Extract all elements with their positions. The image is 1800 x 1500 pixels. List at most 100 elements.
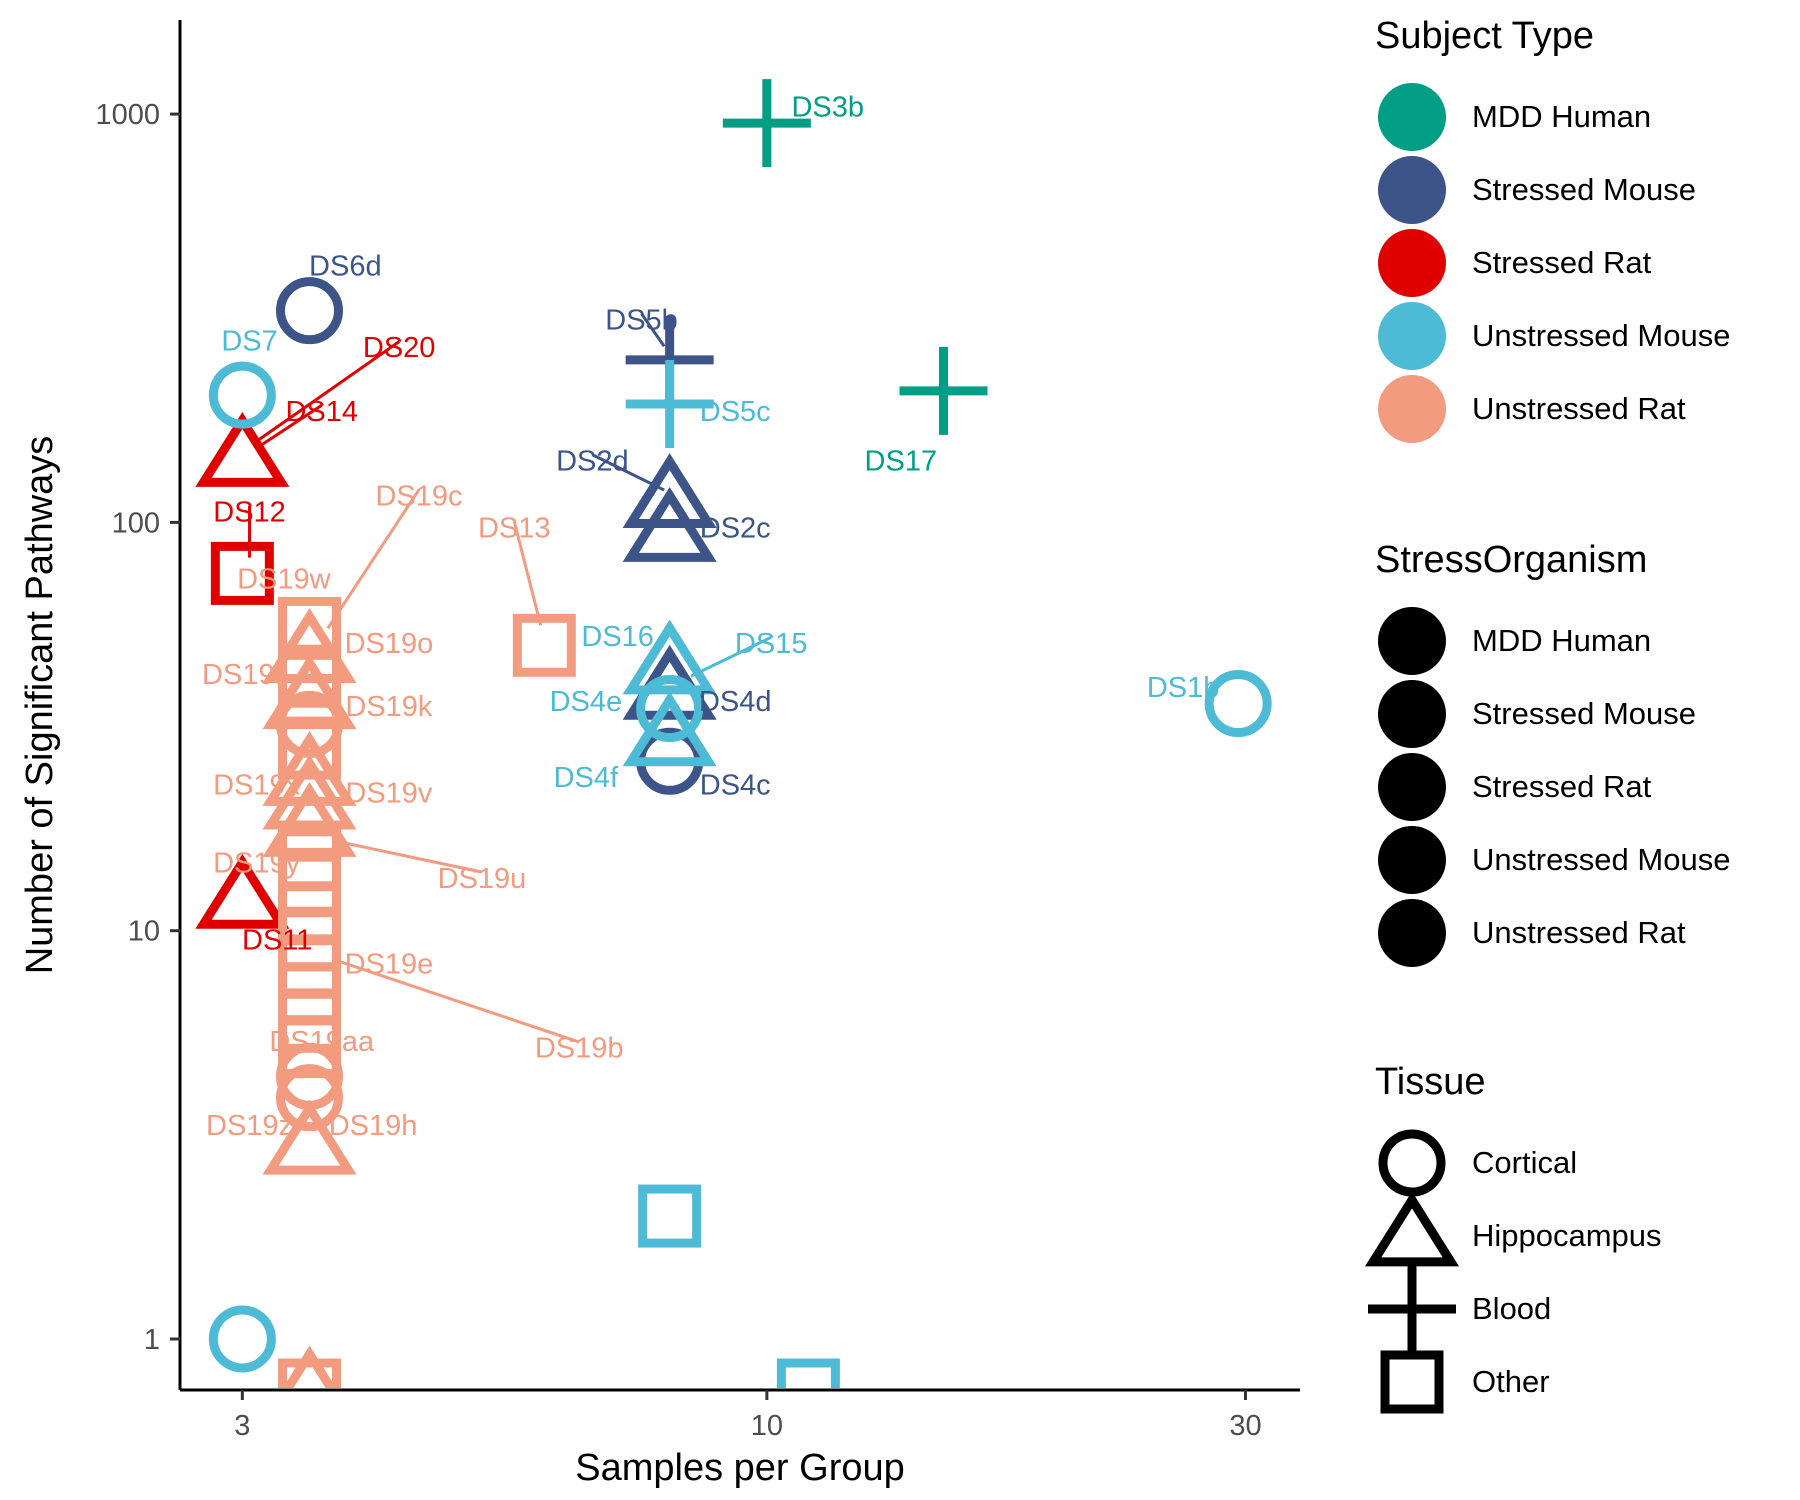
data-point-27 [262,730,357,806]
legend-swatch-2-0 [1378,1129,1446,1197]
x-tick-label-1: 10 [751,1410,783,1442]
point-label-DS19y: DS19y [213,847,301,879]
data-point-37 [277,1015,341,1079]
legend-label-2-2: Blood [1472,1291,1551,1326]
point-label-DS19w: DS19w [237,563,332,595]
point-label-DS12: DS12 [213,496,286,528]
point-label-DS19o: DS19o [345,628,434,660]
legend-title-0: Subject Type [1375,15,1594,57]
point-label-DS14: DS14 [285,396,358,428]
point-labels: DS3b DS17 DS6d DS5b DS2d DS2c DS4d DS4c DS14DS20… [202,92,1219,1142]
leader-line-19 [326,488,421,630]
legend-swatch-2-1 [1364,1191,1460,1267]
legend-swatch-1-1 [1378,680,1446,748]
legend-label-2-3: Other [1472,1364,1550,1399]
legend-swatch-0-3 [1378,302,1446,370]
data-point-41 [282,1345,337,1388]
leader-line-31 [333,958,580,1044]
legend-swatch-0-4 [1378,375,1446,443]
x-axis-title: Samples per Group [575,1447,905,1489]
y-tick-label-1: 10 [128,916,160,948]
x-tick-label-0: 3 [234,1410,250,1442]
leader-line-3 [640,312,666,348]
point-label-DS11: DS11 [242,924,312,956]
legend-1: StressOrganism MDD Human Stressed Mouse Str… [1375,539,1730,967]
data-point-12 [208,1305,276,1373]
legend-swatch-0-2 [1378,229,1446,297]
legend-swatch-0-1 [1378,156,1446,224]
leader-line-20 [512,521,543,626]
data-point-4 [622,453,717,529]
legend-label-2-0: Cortical [1472,1145,1577,1180]
data-point-23 [277,644,341,708]
point-label-DS4c: DS4c [700,770,771,802]
data-point-5 [622,487,717,562]
axes: 3 10 30 1 10 100 1000 [95,20,1300,1442]
x-tick-label-2: 30 [1229,1410,1261,1442]
point-label-DS3b: DS3b [791,92,864,124]
point-label-DS19k: DS19k [345,691,433,723]
data-point-1 [899,346,988,435]
data-points [195,79,1272,1388]
point-label-DS17: DS17 [865,445,938,477]
data-point-20 [512,613,576,677]
x-axis-ticks: 3 10 30 [234,1390,1262,1442]
point-label-DS5b: DS5b [605,304,678,336]
point-label-DS16: DS16 [581,621,654,653]
point-label-DS20: DS20 [363,332,436,364]
point-label-DS19c: DS19c [375,480,462,512]
data-point-42 [277,1358,341,1388]
legend-label-0-2: Stressed Rat [1472,245,1652,280]
data-point-40 [262,1099,357,1175]
point-label-DS15: DS15 [735,628,808,660]
point-label-DS19x: DS19x [213,770,301,802]
data-point-10 [195,853,290,929]
legend-swatch-1-4 [1378,899,1446,967]
legend-title-2: Tissue [1375,1061,1486,1103]
legend-2: Tissue Cortical Hippocampus Blood Other [1364,1061,1662,1414]
data-point-15 [636,675,704,743]
data-point-8 [195,412,290,487]
data-point-14 [622,619,717,695]
legend-label-1-0: MDD Human [1472,623,1651,658]
leader-line-9 [255,340,401,443]
data-point-11 [208,361,276,429]
point-label-DS19v: DS19v [345,778,433,810]
y-axis-title: Number of Significant Pathways [19,436,61,975]
leader-line-15 [690,635,772,678]
data-point-39 [275,1064,343,1132]
point-label-DS4d: DS4d [699,686,772,718]
point-label-DS19f: DS19f [202,659,284,691]
point-label-DS19h: DS19h [329,1110,418,1142]
data-point-13 [625,359,714,448]
legend-label-1-1: Stressed Mouse [1472,696,1696,731]
legend-swatch-1-2 [1378,753,1446,821]
point-label-DS4f: DS4f [554,762,619,794]
leader-line-8 [255,404,323,450]
legend-label-1-3: Unstressed Mouse [1472,842,1730,877]
point-label-DS19z: DS19z [206,1110,293,1142]
point-label-DS19b: DS19b [535,1033,624,1065]
point-label-DS13: DS13 [478,512,551,544]
data-point-29 [262,781,357,857]
legend: Subject Type MDD Human Stressed Mouse Stres… [1364,15,1730,1414]
point-label-DS19e: DS19e [345,949,434,981]
legend-label-2-1: Hippocampus [1472,1218,1662,1253]
legend-label-0-1: Stressed Mouse [1472,172,1696,207]
data-point-0 [722,79,811,168]
legend-label-1-2: Stressed Rat [1472,769,1652,804]
data-point-19 [1204,670,1272,738]
legend-label-1-4: Unstressed Rat [1472,915,1686,950]
data-point-9 [210,541,274,605]
point-label-DS6d: DS6d [309,251,382,283]
legend-swatch-1-0 [1378,607,1446,675]
data-point-16 [622,691,717,767]
data-point-26 [277,716,341,780]
data-point-18 [776,1358,840,1388]
data-point-2 [275,277,343,345]
y-tick-label-0: 1 [144,1324,160,1356]
point-label-DS7: DS7 [221,326,277,358]
point-label-DS2d: DS2d [556,445,629,477]
legend-label-0-3: Unstressed Mouse [1472,318,1730,353]
